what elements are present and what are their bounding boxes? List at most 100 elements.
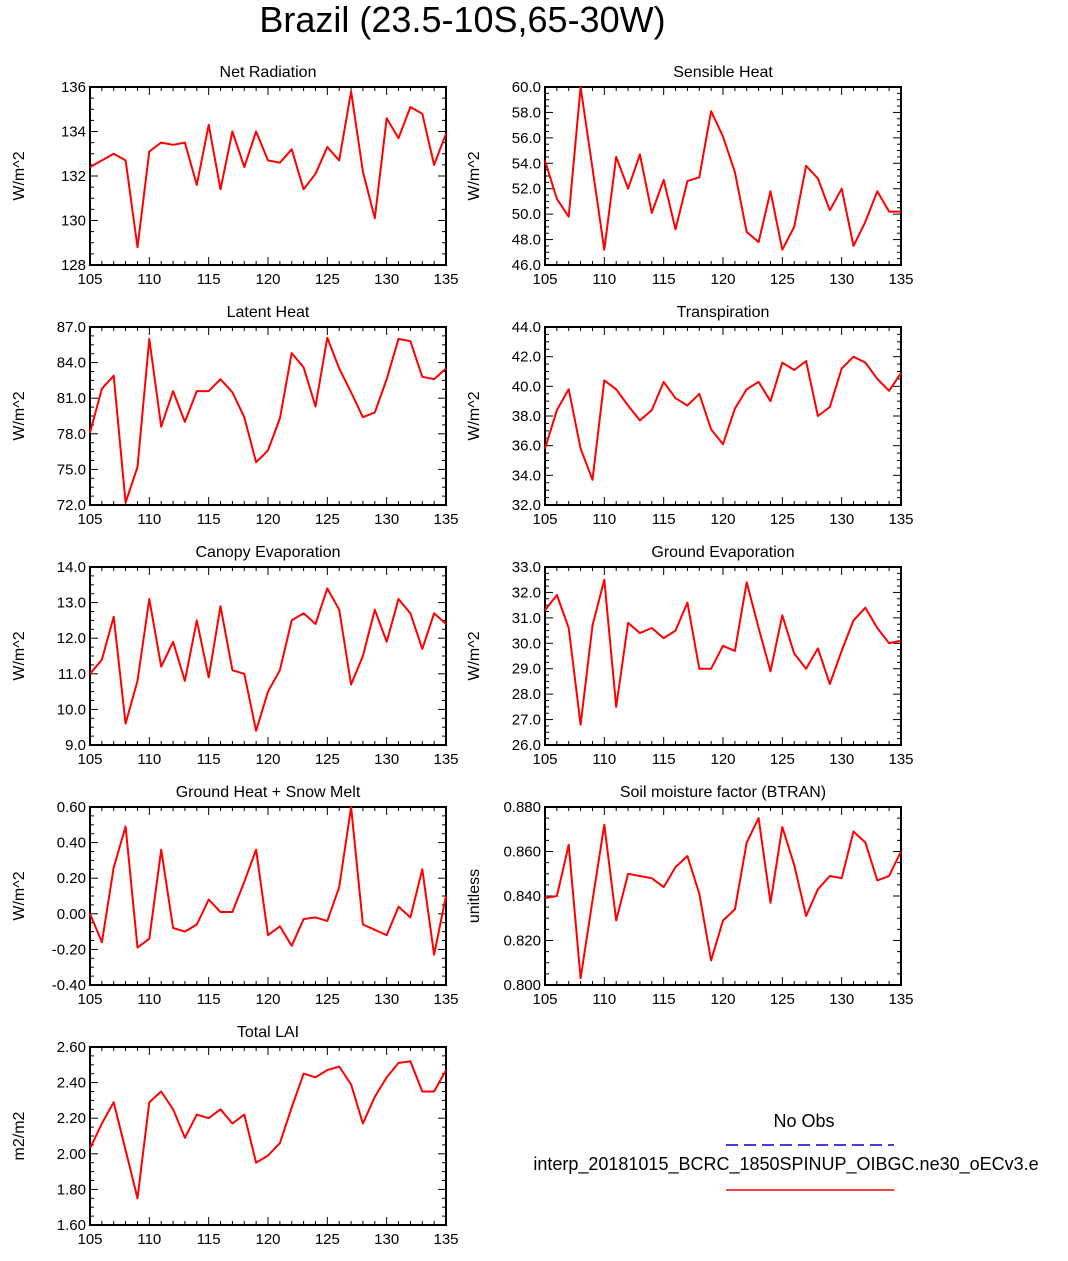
x-tick-label: 115 <box>197 751 221 768</box>
x-tick-label: 105 <box>77 271 102 288</box>
y-tick-label: 0.20 <box>57 870 86 887</box>
x-tick-label: 105 <box>532 991 557 1008</box>
plot-frame <box>89 806 447 986</box>
x-tick-label: 135 <box>433 991 458 1008</box>
x-tick-label: 110 <box>592 271 616 288</box>
x-tick-label: 120 <box>710 511 735 528</box>
panel-title: Ground Evaporation <box>651 544 794 561</box>
y-tick-label: 132 <box>61 168 86 185</box>
y-tick-label: 14.0 <box>57 559 86 576</box>
panel-title: Canopy Evaporation <box>196 544 341 561</box>
plot-frame <box>89 86 447 266</box>
plot-frame <box>89 326 447 506</box>
panel-title: Sensible Heat <box>673 64 773 81</box>
panel-8: Total LAI m2/m2 105 110 115 120 125 130 135 1.60 1… <box>11 1024 459 1248</box>
series-line-0 <box>544 578 902 726</box>
x-tick-label: 135 <box>888 751 913 768</box>
y-tick-label: 58.0 <box>512 104 541 121</box>
x-tick-label: 120 <box>255 751 280 768</box>
x-tick-label: 115 <box>652 511 676 528</box>
x-tick-label: 125 <box>315 511 340 528</box>
series-line-0 <box>544 355 902 481</box>
y-tick-label: 1.60 <box>57 1217 86 1234</box>
y-tick-label: 13.0 <box>57 595 86 612</box>
panel-title: Latent Heat <box>227 304 310 321</box>
y-axis-label: W/m^2 <box>11 391 28 440</box>
y-tick-label: 30.0 <box>512 635 541 652</box>
y-tick-label: 60.0 <box>512 79 541 96</box>
y-tick-label: 87.0 <box>57 319 86 336</box>
series-line-0 <box>544 817 902 980</box>
x-tick-label: 130 <box>374 271 399 288</box>
y-tick-label: 0.800 <box>503 977 541 994</box>
x-tick-label: 120 <box>255 1231 280 1248</box>
y-tick-label: 46.0 <box>512 257 541 274</box>
y-tick-label: 34.0 <box>512 467 541 484</box>
series-line-0 <box>89 1060 447 1200</box>
x-tick-label: 130 <box>374 991 399 1008</box>
panel-0: Net Radiation W/m^2 105 110 115 120 125 130 135 1… <box>11 64 459 288</box>
x-tick-label: 105 <box>77 751 102 768</box>
legend: No Obs interp_20181015_BCRC_1850SPINUP_OI… <box>533 1111 1039 1191</box>
x-tick-label: 135 <box>888 511 913 528</box>
y-tick-label: 134 <box>61 124 86 141</box>
legend-obs-label: No Obs <box>773 1111 834 1131</box>
y-tick-label: 0.00 <box>57 906 86 923</box>
y-tick-label: 0.40 <box>57 835 86 852</box>
x-tick-label: 120 <box>710 751 735 768</box>
y-tick-label: 38.0 <box>512 408 541 425</box>
x-tick-label: 120 <box>255 271 280 288</box>
x-tick-label: 105 <box>532 751 557 768</box>
y-tick-label: 29.0 <box>512 661 541 678</box>
panel-title: Transpiration <box>677 304 770 321</box>
y-tick-label: 2.20 <box>57 1110 86 1127</box>
y-tick-label: 81.0 <box>57 390 86 407</box>
x-tick-label: 115 <box>652 751 676 768</box>
y-tick-label: 32.0 <box>512 584 541 601</box>
x-tick-label: 115 <box>197 511 221 528</box>
x-tick-label: 130 <box>374 511 399 528</box>
main-title: Brazil (23.5-10S,65-30W) <box>259 0 666 40</box>
x-tick-label: 130 <box>829 991 854 1008</box>
plot-frame <box>544 566 902 746</box>
x-tick-label: 135 <box>433 271 458 288</box>
y-axis-label: W/m^2 <box>11 631 28 680</box>
y-tick-label: 72.0 <box>57 497 86 514</box>
y-axis-label: unitless <box>466 869 483 923</box>
y-tick-label: 42.0 <box>512 349 541 366</box>
y-tick-label: 130 <box>61 213 86 230</box>
y-tick-label: 75.0 <box>57 461 86 478</box>
y-tick-label: 26.0 <box>512 737 541 754</box>
x-tick-label: 135 <box>433 511 458 528</box>
x-tick-label: 110 <box>137 991 161 1008</box>
x-tick-label: 125 <box>315 991 340 1008</box>
panel-6: Ground Heat + Snow Melt W/m^2 105 110 115 120… <box>11 784 459 1008</box>
y-tick-label: 0.840 <box>503 888 541 905</box>
y-tick-label: -0.40 <box>52 977 86 994</box>
x-tick-label: 120 <box>710 271 735 288</box>
y-tick-label: 2.00 <box>57 1146 86 1163</box>
plot-frame <box>544 806 902 986</box>
y-tick-label: 48.0 <box>512 232 541 249</box>
plot-frame <box>89 1046 447 1226</box>
x-tick-label: 115 <box>197 271 221 288</box>
x-tick-label: 110 <box>592 511 616 528</box>
y-tick-label: 56.0 <box>512 130 541 147</box>
x-tick-label: 115 <box>197 1231 221 1248</box>
panel-4: Canopy Evaporation W/m^2 105 110 115 120 125 13… <box>11 544 459 768</box>
x-tick-label: 120 <box>255 511 280 528</box>
x-tick-label: 110 <box>137 511 161 528</box>
y-tick-label: 52.0 <box>512 181 541 198</box>
y-axis-label: W/m^2 <box>11 151 28 200</box>
y-tick-label: 136 <box>61 79 86 96</box>
y-axis-label: m2/m2 <box>11 1111 28 1160</box>
x-tick-label: 125 <box>770 271 795 288</box>
x-tick-label: 125 <box>770 991 795 1008</box>
y-axis-label: W/m^2 <box>11 871 28 920</box>
y-axis-label: W/m^2 <box>466 631 483 680</box>
panel-3: Transpiration W/m^2 105 110 115 120 125 130 135 3… <box>466 304 914 528</box>
y-tick-label: 78.0 <box>57 426 86 443</box>
y-tick-label: 31.0 <box>512 610 541 627</box>
y-tick-label: -0.20 <box>52 941 86 958</box>
